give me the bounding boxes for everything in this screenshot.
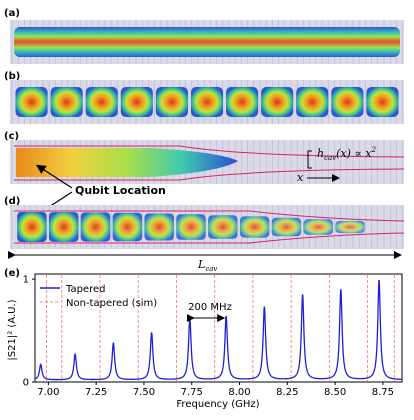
panel-e-label: (e) (4, 268, 20, 279)
y-tick-label: 1 (23, 275, 29, 286)
field-cell (112, 212, 143, 242)
field-cell (239, 216, 270, 238)
h-cav-exponent: 2 (371, 146, 377, 154)
x-tick-label: 8.75 (372, 387, 394, 398)
h-cav-annotation: hcav(x) ∝ x2 (307, 146, 377, 169)
x-axis-title: Frequency (GHz) (176, 399, 259, 410)
h-cav-symbol: h (317, 147, 324, 160)
tapered-curve (34, 280, 403, 381)
x-arrow-label: x (297, 171, 304, 184)
field-cell (261, 87, 294, 117)
x-tick-label: 8.25 (276, 387, 298, 398)
x-tick-label: 7.75 (181, 387, 203, 398)
y-axis-title: |S21|² (A.U.) (7, 299, 18, 360)
x-tick-label: 7.00 (37, 387, 59, 398)
y-axis-ticks: 01 (23, 275, 35, 389)
x-tick-label: 8.00 (228, 387, 250, 398)
y-tick-label: 0 (23, 378, 29, 389)
field-cell (271, 217, 302, 237)
x-tick-label: 7.50 (133, 387, 155, 398)
legend: Tapered Non-tapered (sim) (40, 284, 157, 309)
panel-c: (c) hcav(x) ∝ x2 x (4, 131, 405, 184)
panel-c-mode (16, 148, 238, 177)
panel-e: (e) 7.00 7.25 7.50 7.75 8.00 8.25 8.50 8.75 01 … (4, 268, 403, 410)
l-cav-annotation: Lcav (8, 251, 402, 273)
panel-d-cells (17, 212, 365, 242)
panel-b-label: (b) (4, 71, 20, 82)
x-tick-label: 8.50 (324, 387, 346, 398)
field-cell (120, 87, 153, 117)
spacing-label: 200 MHz (188, 302, 232, 313)
panel-c-label: (c) (4, 131, 19, 142)
panel-a-label: (a) (4, 8, 20, 19)
non-tapered-lines (46, 275, 395, 381)
x-axis-arrow-annotation: x (297, 171, 340, 184)
panel-d-label: (d) (4, 196, 20, 207)
x-axis-ticks: 7.00 7.25 7.50 7.75 8.00 8.25 8.50 8.75 (37, 382, 394, 398)
field-cell (208, 215, 238, 239)
field-cell (176, 214, 206, 240)
l-cav-symbol: L (197, 258, 205, 271)
field-cell (226, 87, 259, 117)
field-cell (50, 87, 83, 117)
field-cell (155, 87, 188, 117)
panel-a: (a) (4, 8, 404, 64)
field-cell (296, 87, 329, 117)
field-cell (80, 212, 111, 242)
panel-a-mode (14, 27, 400, 57)
spacing-annotation: 200 MHz (186, 302, 232, 322)
h-cav-bracket (307, 150, 312, 169)
legend-nontapered-label: Non-tapered (sim) (66, 298, 157, 309)
field-cell (144, 213, 174, 241)
panel-c-cavity-outline (14, 145, 405, 181)
panel-d: (d) (4, 196, 405, 249)
panel-d-cavity-outline (14, 210, 405, 244)
svg-text:Lcav: Lcav (197, 258, 217, 273)
field-cell (85, 87, 118, 117)
h-cav-formula: (x) ∝ x (336, 147, 372, 160)
x-tick-label: 7.25 (85, 387, 107, 398)
l-cav-subscript: cav (205, 265, 217, 273)
field-cell (15, 87, 48, 117)
field-cell (49, 212, 79, 242)
legend-tapered-label: Tapered (65, 284, 105, 295)
qubit-location-annotation: Qubit Location (35, 164, 166, 216)
field-cell (17, 212, 47, 242)
field-cell (190, 87, 224, 117)
qubit-location-label: Qubit Location (75, 184, 166, 197)
field-cell (335, 221, 365, 233)
svg-text:hcav(x) ∝ x2: hcav(x) ∝ x2 (317, 146, 377, 162)
field-cell (331, 87, 364, 117)
h-cav-subscript: cav (324, 154, 336, 162)
field-cell (366, 87, 399, 117)
field-cell (303, 219, 333, 235)
panel-b: (b) (4, 71, 404, 124)
panel-b-cells (15, 87, 399, 117)
